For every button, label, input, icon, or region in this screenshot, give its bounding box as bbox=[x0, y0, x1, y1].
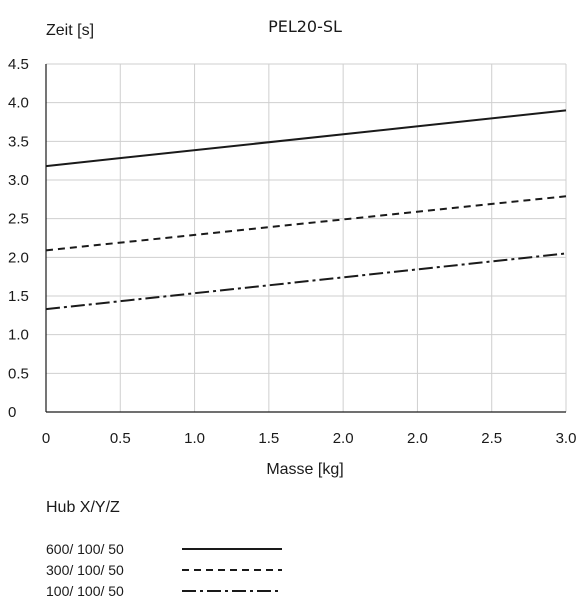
x-tick-label: 0 bbox=[42, 430, 50, 447]
grid-lines bbox=[45, 63, 567, 413]
x-tick-label: 2.5 bbox=[481, 430, 502, 447]
legend-items: 600/ 100/ 50 300/ 100/ 50 100/ 100/ 50 bbox=[46, 541, 282, 599]
x-tick-label: 2.0 bbox=[407, 430, 428, 447]
legend-label: 300/ 100/ 50 bbox=[46, 562, 124, 578]
y-tick-label: 4.5 bbox=[8, 56, 29, 73]
series-line-dash-dot bbox=[45, 252, 567, 311]
x-tick-label: 1.5 bbox=[258, 430, 279, 447]
y-tick-label: 3.5 bbox=[8, 133, 29, 150]
y-tick-label: 0.5 bbox=[8, 365, 29, 382]
axes bbox=[45, 64, 566, 413]
y-tick-label: 1.5 bbox=[8, 288, 29, 305]
legend-title: Hub X/Y/Z bbox=[46, 499, 120, 516]
y-tick-label: 0 bbox=[8, 404, 16, 421]
x-tick-label: 0.5 bbox=[110, 430, 131, 447]
series-line-solid bbox=[45, 109, 567, 168]
legend-label: 600/ 100/ 50 bbox=[46, 541, 124, 557]
legend: Hub X/Y/Z 600/ 100/ 50 300/ 100/ 50 100/ 1… bbox=[46, 499, 282, 599]
y-tick-labels: 0 0.5 1.0 1.5 2.0 2.5 3.0 3.5 4.0 4.5 bbox=[8, 56, 29, 421]
legend-label: 100/ 100/ 50 bbox=[46, 583, 124, 599]
series-lines bbox=[45, 109, 567, 311]
x-tick-labels: 0 0.5 1.0 1.5 2.0 2.0 2.5 3.0 bbox=[42, 430, 577, 447]
x-axis-title: Masse [kg] bbox=[266, 461, 343, 478]
y-tick-label: 2.5 bbox=[8, 211, 29, 228]
y-tick-label: 1.0 bbox=[8, 327, 29, 344]
y-tick-label: 4.0 bbox=[8, 95, 29, 112]
y-tick-label: 2.0 bbox=[8, 249, 29, 266]
y-tick-label: 3.0 bbox=[8, 172, 29, 189]
x-tick-label: 2.0 bbox=[333, 430, 354, 447]
y-axis-title: Zeit [s] bbox=[46, 22, 94, 39]
x-tick-label: 3.0 bbox=[556, 430, 577, 447]
x-tick-label: 1.0 bbox=[184, 430, 205, 447]
chart-title: PEL20-SL bbox=[268, 17, 342, 36]
series-line-dashed bbox=[45, 195, 567, 252]
